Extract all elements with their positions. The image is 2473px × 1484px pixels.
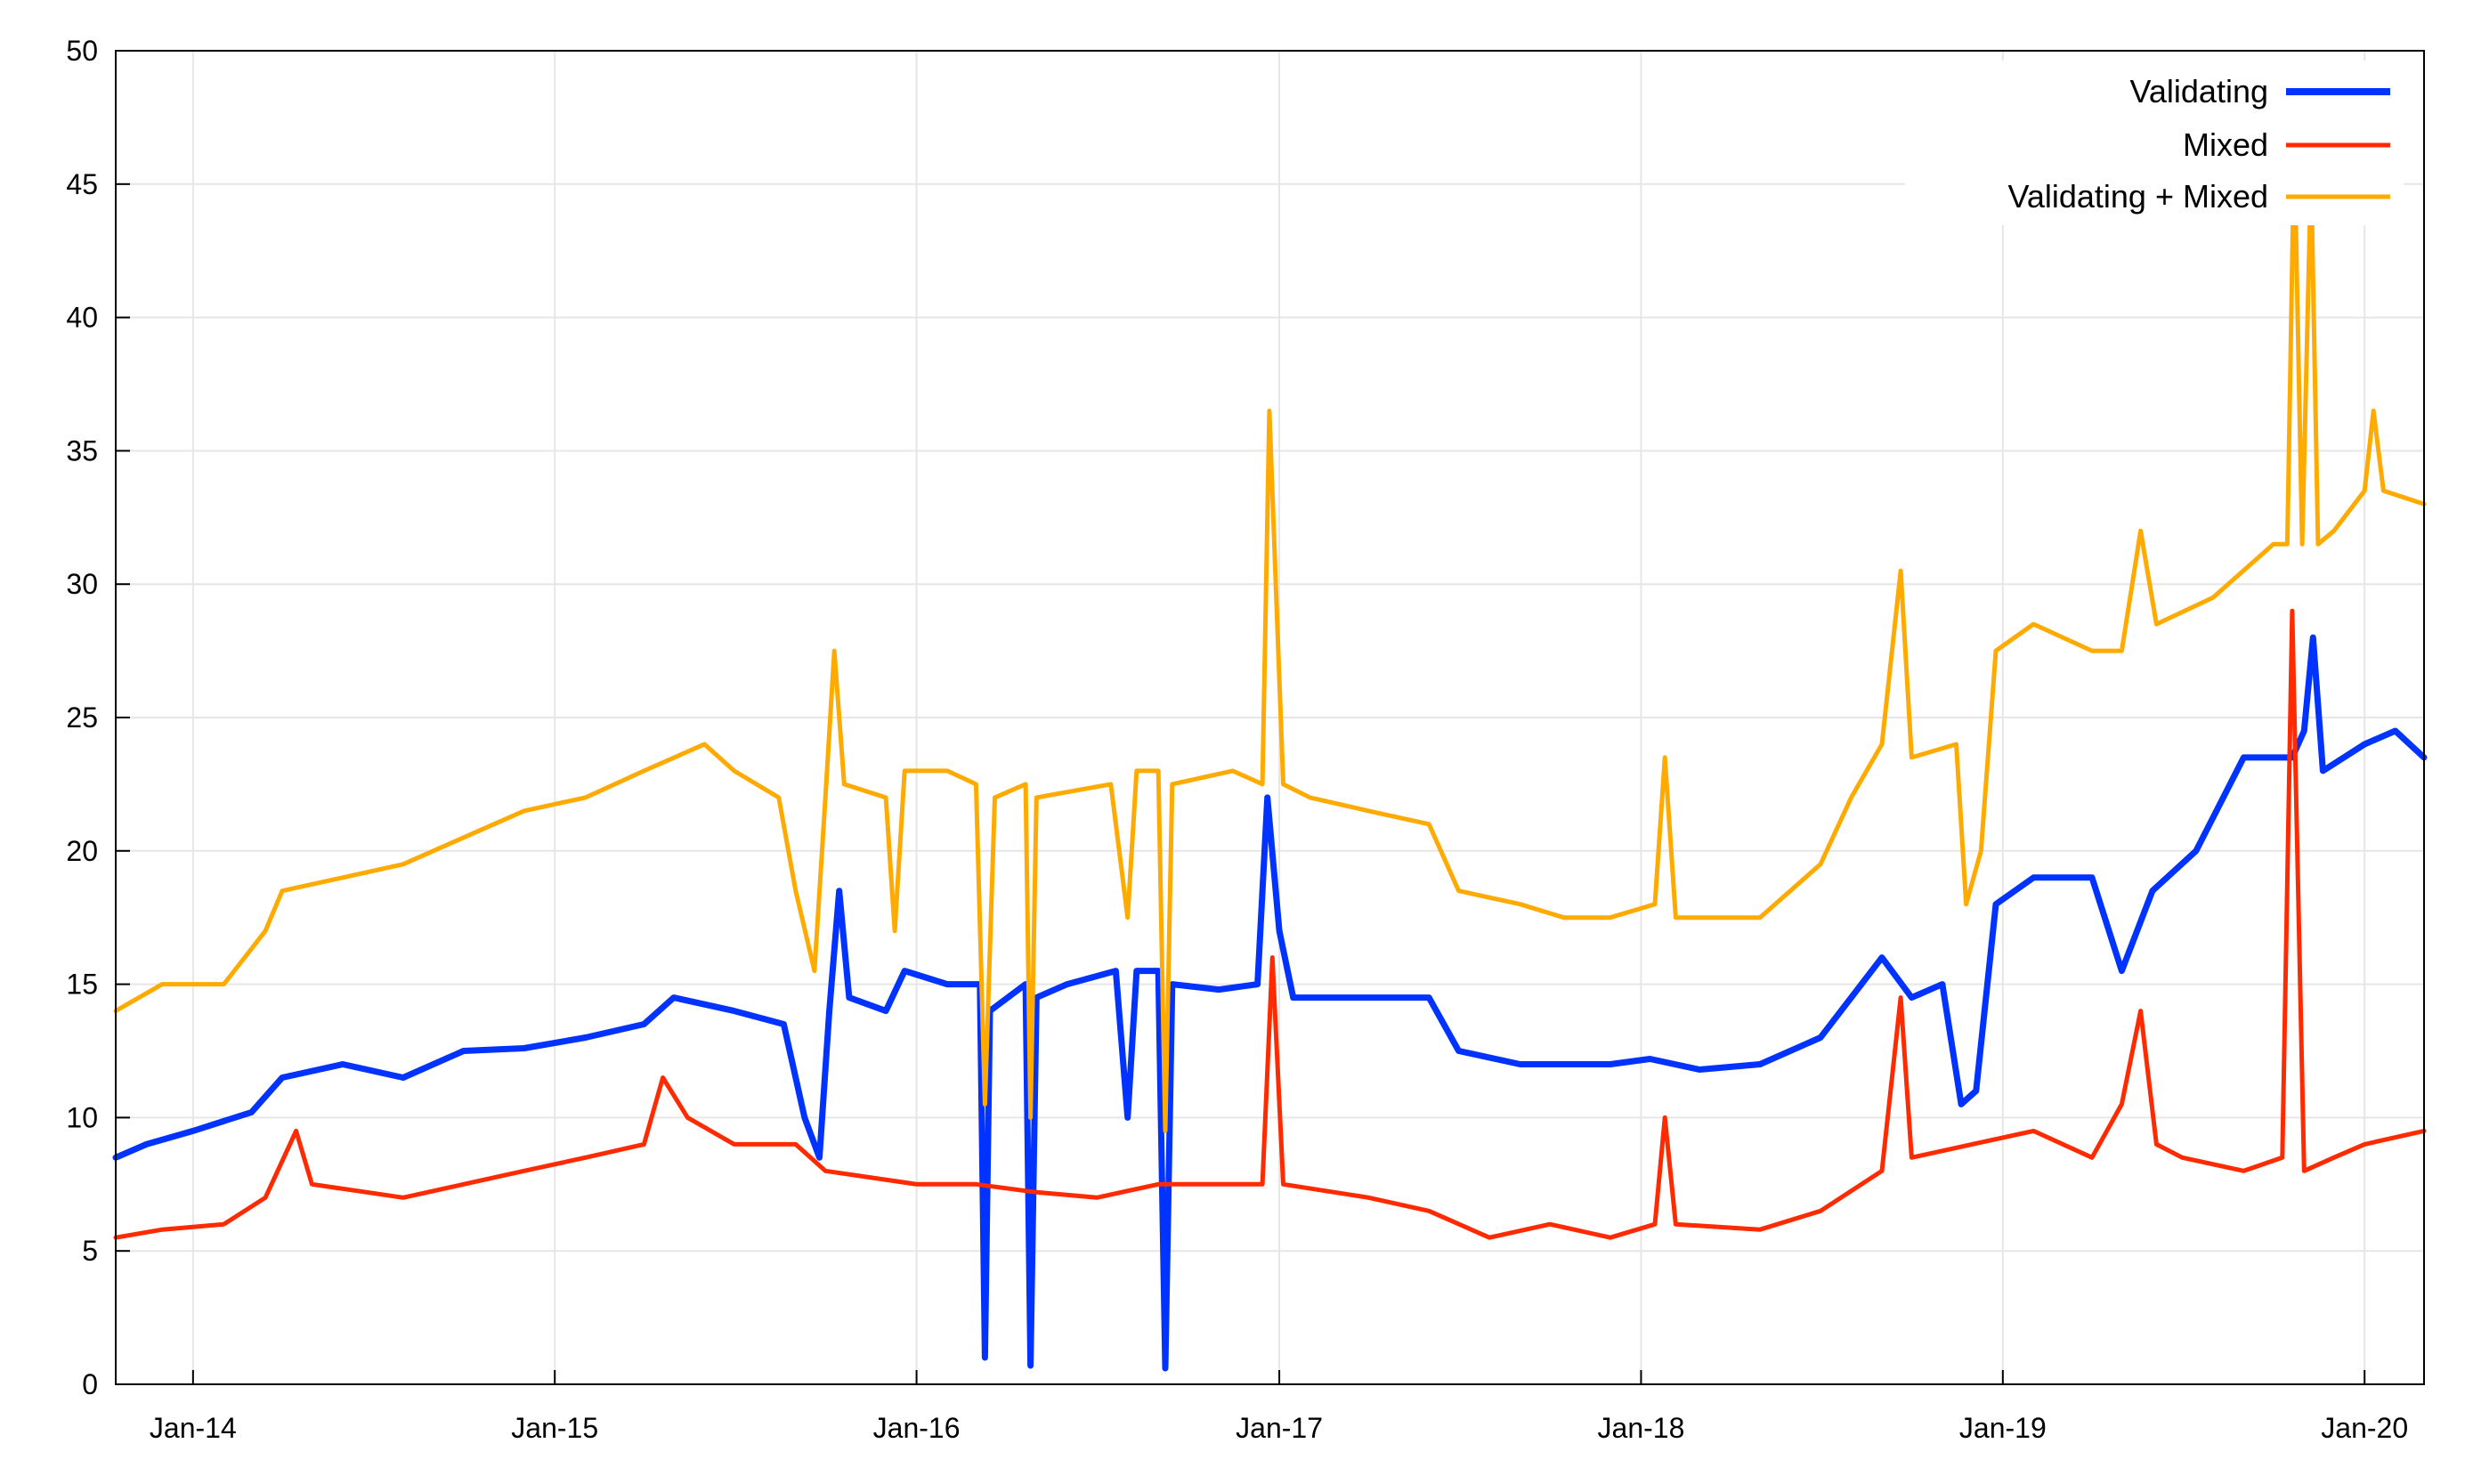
y-tick-label: 30	[66, 568, 98, 600]
y-tick-label: 20	[66, 835, 98, 867]
y-tick-label: 40	[66, 302, 98, 334]
x-tick-label: Jan-17	[1236, 1412, 1323, 1444]
x-tick-label: Jan-19	[1959, 1412, 2047, 1444]
axes: 0 5 10 15 20 25 30 35 40 45 50 Jan-14 Jan-15 Jan-16 Ja…	[66, 35, 2408, 1444]
x-tick-label: Jan-18	[1598, 1412, 1685, 1444]
series-line	[112, 634, 2428, 1372]
y-tick-label: 5	[82, 1235, 98, 1267]
x-tick-label: Jan-16	[873, 1412, 961, 1444]
y-tick-label: 50	[66, 35, 98, 67]
y-tick-label: 10	[66, 1101, 98, 1133]
y-tick-label: 0	[82, 1368, 98, 1400]
x-tick-label: Jan-20	[2321, 1412, 2408, 1444]
y-tick-label: 25	[66, 701, 98, 734]
x-tick-label: Jan-15	[511, 1412, 598, 1444]
series-lines	[112, 142, 2428, 1372]
y-tick-label: 35	[66, 434, 98, 466]
series-line	[113, 142, 2427, 1133]
legend: Validating Mixed Validating + Mixed	[1905, 61, 2404, 225]
series-line	[113, 608, 2427, 1240]
legend-entry-label: Validating + Mixed	[2008, 178, 2269, 215]
x-tick-label: Jan-14	[150, 1412, 237, 1444]
y-tick-label: 45	[66, 168, 98, 200]
y-tick-label: 15	[66, 969, 98, 1001]
legend-entry-label: Validating	[2130, 73, 2268, 109]
legend-entry-label: Mixed	[2183, 126, 2268, 163]
